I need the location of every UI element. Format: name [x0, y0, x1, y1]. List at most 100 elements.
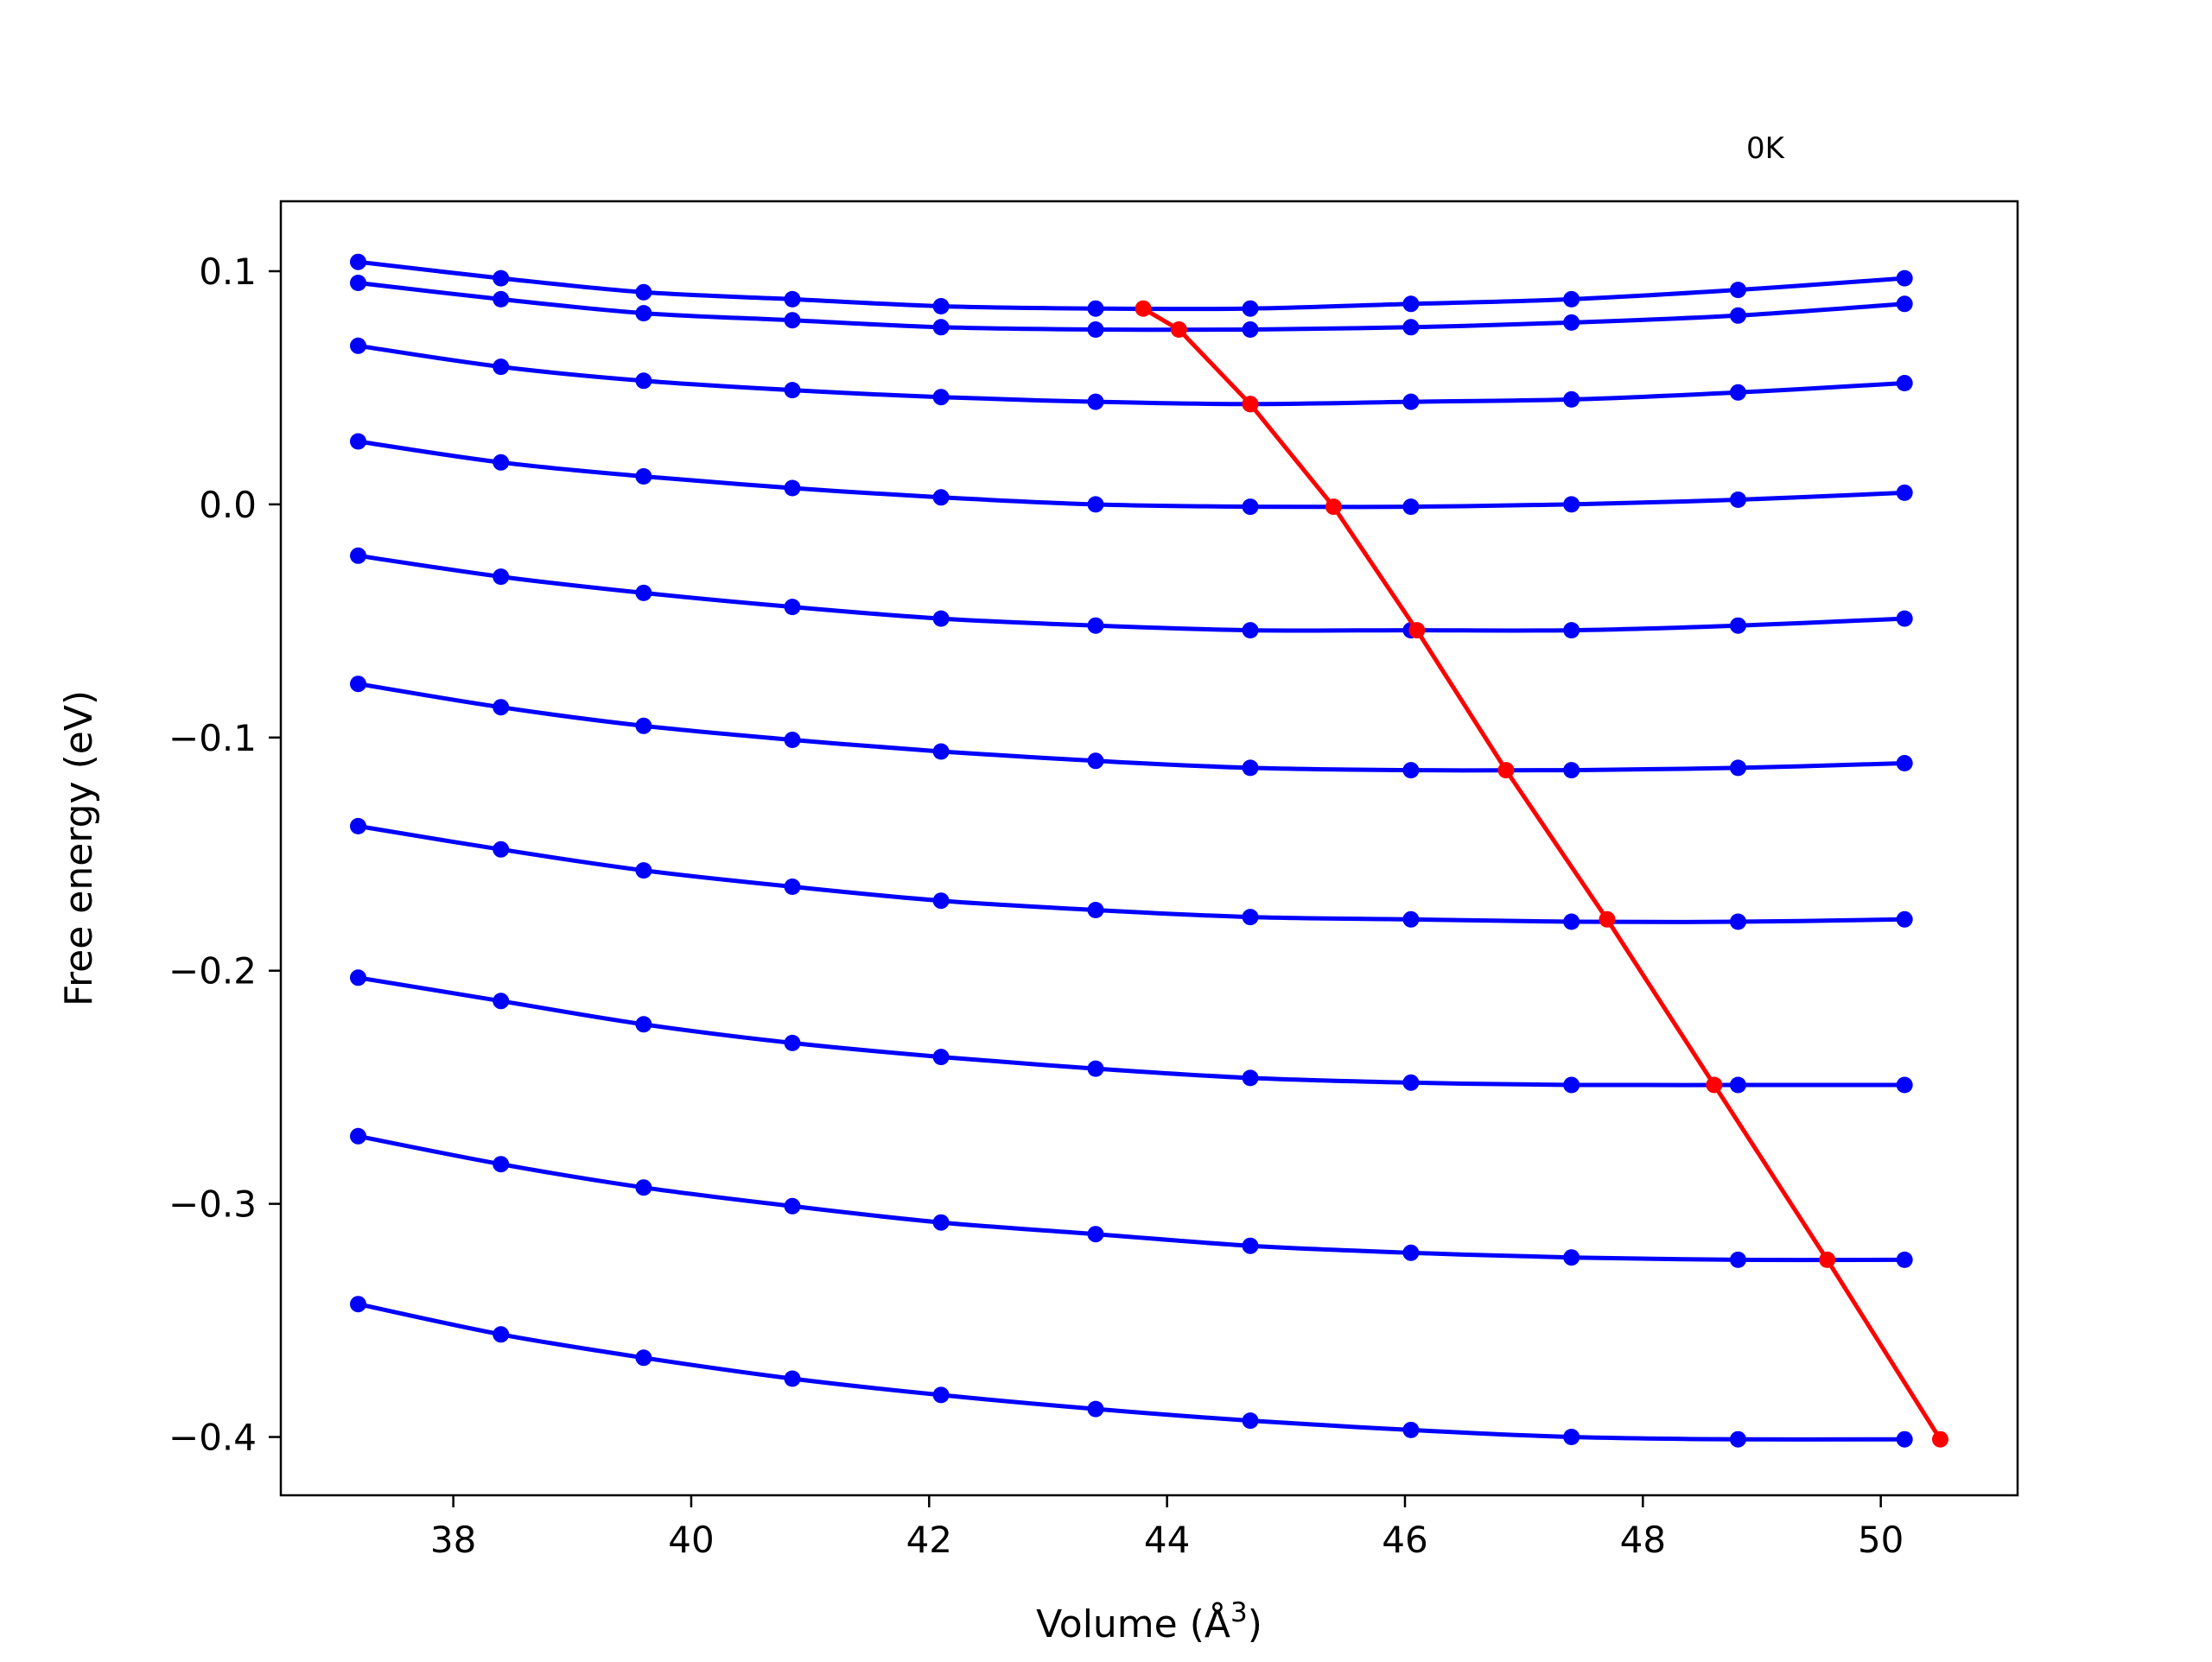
series-point	[932, 892, 950, 910]
series-point	[932, 1049, 950, 1066]
series-point	[1402, 295, 1420, 313]
x-tick-label: 42	[906, 1519, 952, 1561]
series-point	[1087, 496, 1104, 513]
series-point	[1563, 622, 1580, 639]
series-point	[784, 1197, 801, 1215]
y-tick-label: −0.3	[168, 1183, 257, 1226]
series-point	[1087, 752, 1104, 770]
series-9	[350, 1127, 1913, 1268]
series-3	[350, 337, 1913, 413]
series-point	[784, 1370, 801, 1387]
minima-point	[1819, 1251, 1836, 1268]
series-point	[350, 1296, 366, 1313]
y-axis-ticks: 0.1 0.0 −0.1 −0.2 −0.3 −0.4	[168, 251, 281, 1459]
minima-point	[1242, 396, 1259, 413]
series-point	[635, 305, 652, 322]
series-point	[932, 389, 950, 406]
series-point	[1896, 1251, 1913, 1268]
series-point	[1402, 498, 1420, 516]
series-point	[493, 290, 510, 308]
series-point	[1563, 314, 1580, 331]
series-point	[1402, 762, 1420, 779]
x-tick-label: 50	[1858, 1519, 1904, 1561]
x-tick-label: 46	[1382, 1519, 1427, 1561]
series-point	[1087, 902, 1104, 918]
series-4	[350, 433, 1913, 516]
series-point	[784, 290, 801, 308]
series-point	[635, 862, 652, 879]
series-point	[1730, 1430, 1746, 1448]
series-point	[1242, 321, 1259, 338]
series-point	[932, 489, 950, 506]
series-point	[350, 337, 366, 354]
series-point	[635, 717, 652, 734]
series-point	[635, 283, 652, 301]
series-point	[493, 1156, 510, 1173]
series-point	[1563, 1076, 1580, 1094]
y-tick-label: −0.2	[168, 950, 257, 993]
series-point	[493, 358, 510, 376]
series-point	[1730, 759, 1746, 777]
series-1	[350, 253, 1913, 317]
series-point	[1563, 762, 1580, 779]
series-point	[784, 1034, 801, 1051]
minima-point	[1325, 498, 1342, 516]
series-point	[1730, 384, 1746, 401]
series-point	[784, 479, 801, 497]
y-tick-label: 0.0	[199, 484, 257, 526]
x-tick-label: 38	[430, 1519, 476, 1561]
series-5	[350, 547, 1913, 639]
x-axis-label-text: Volume (Å	[1036, 1601, 1230, 1646]
series-point	[1730, 307, 1746, 324]
series-point	[1242, 300, 1259, 317]
series-point	[1730, 1076, 1746, 1094]
series-10	[350, 1296, 1913, 1448]
minima-point	[1706, 1076, 1723, 1094]
series-point	[1402, 319, 1420, 336]
x-tick-label: 40	[668, 1519, 714, 1561]
series-point	[493, 699, 510, 716]
minima-point	[1599, 910, 1616, 928]
y-tick-label: −0.4	[168, 1417, 257, 1459]
temperature-annotation: 0K	[1746, 131, 1786, 166]
series-point	[1242, 1069, 1259, 1087]
series-7	[350, 817, 1913, 930]
series-point	[1730, 1251, 1746, 1268]
series-point	[1563, 1249, 1580, 1266]
series-point	[784, 382, 801, 399]
series-point	[784, 879, 801, 895]
x-axis-label-end: )	[1248, 1602, 1262, 1646]
series-point	[1563, 1429, 1580, 1445]
series-point	[350, 676, 366, 693]
series-point	[635, 372, 652, 390]
series-point	[784, 312, 801, 329]
series-point	[350, 547, 366, 564]
minima-point	[1135, 300, 1152, 317]
series-point	[1087, 1226, 1104, 1243]
series-point	[1087, 321, 1104, 338]
minima-point	[1932, 1430, 1948, 1448]
plot-data-layer	[350, 253, 1948, 1448]
series-point	[635, 1016, 652, 1033]
series-point	[1242, 909, 1259, 926]
series-point	[932, 319, 950, 336]
series-point	[1242, 1412, 1259, 1430]
series-point	[350, 275, 366, 291]
series-6	[350, 676, 1913, 779]
minima-series	[1135, 300, 1948, 1448]
series-point	[1242, 1237, 1259, 1254]
series-point	[1896, 375, 1913, 391]
x-tick-label: 44	[1144, 1519, 1190, 1561]
series-point	[635, 468, 652, 485]
series-point	[932, 743, 950, 760]
series-point	[1402, 1074, 1420, 1091]
series-point	[784, 599, 801, 616]
series-point	[784, 732, 801, 748]
series-point	[1896, 484, 1913, 501]
series-point	[1242, 622, 1259, 639]
series-point	[350, 817, 366, 834]
series-2	[350, 275, 1913, 338]
x-tick-label: 48	[1620, 1519, 1666, 1561]
minima-point	[1170, 321, 1187, 338]
series-point	[1896, 1076, 1913, 1094]
